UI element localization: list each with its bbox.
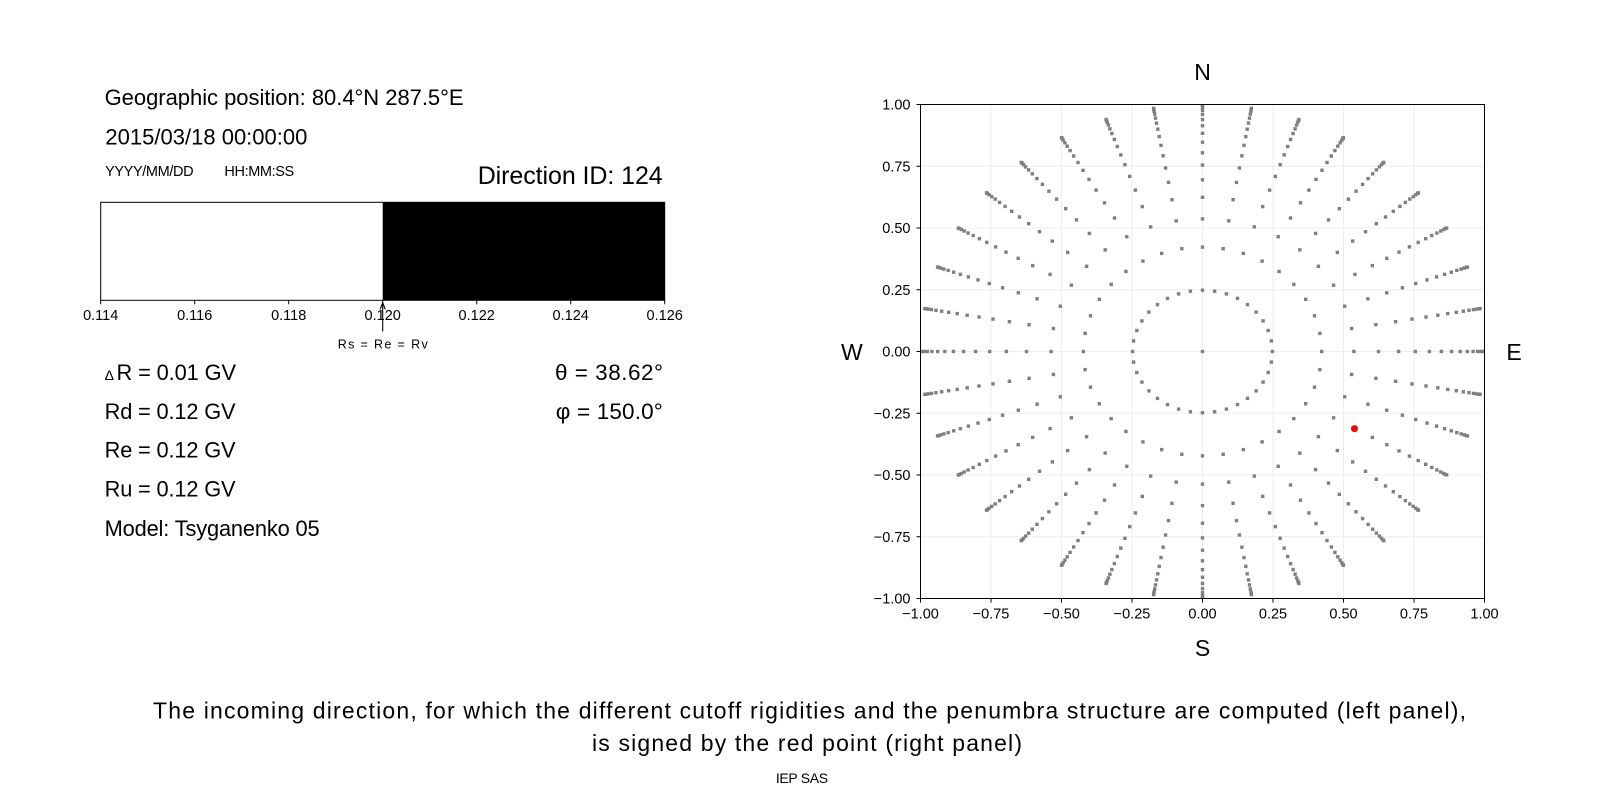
svg-text:S: S bbox=[1195, 635, 1210, 661]
svg-text:−1.00: −1.00 bbox=[874, 592, 911, 608]
svg-text:0.122: 0.122 bbox=[459, 308, 495, 324]
svg-text:Geographic position: 80.4°N 28: Geographic position: 80.4°N 287.5°E bbox=[105, 85, 464, 110]
svg-text:Direction ID: 124: Direction ID: 124 bbox=[478, 162, 663, 190]
svg-text:0.118: 0.118 bbox=[271, 308, 306, 324]
svg-text:2015/03/18 00:00:00: 2015/03/18 00:00:00 bbox=[105, 125, 307, 150]
svg-text:−0.50: −0.50 bbox=[1043, 607, 1080, 623]
svg-text:0.25: 0.25 bbox=[1259, 607, 1287, 623]
svg-text:0.114: 0.114 bbox=[83, 308, 118, 324]
svg-text:−0.75: −0.75 bbox=[973, 607, 1010, 623]
svg-text:The incoming direction, for wh: The incoming direction, for which the di… bbox=[153, 698, 1466, 724]
svg-text:θ = 38.62°: θ = 38.62° bbox=[555, 360, 663, 385]
svg-text:Rd = 0.12 GV: Rd = 0.12 GV bbox=[105, 399, 236, 424]
svg-text:−0.75: −0.75 bbox=[874, 530, 911, 546]
svg-text:Δ: Δ bbox=[105, 367, 114, 383]
svg-text:0.75: 0.75 bbox=[882, 159, 910, 175]
svg-text:0.00: 0.00 bbox=[882, 345, 910, 361]
svg-text:HH:MM:SS: HH:MM:SS bbox=[224, 164, 294, 180]
svg-text:0.50: 0.50 bbox=[1329, 607, 1357, 623]
svg-text:−0.25: −0.25 bbox=[1114, 607, 1151, 623]
svg-text:1.00: 1.00 bbox=[882, 98, 910, 114]
svg-text:−0.50: −0.50 bbox=[874, 468, 911, 484]
svg-text:−1.00: −1.00 bbox=[902, 607, 939, 623]
svg-text:−0.25: −0.25 bbox=[874, 406, 911, 422]
svg-text:1.00: 1.00 bbox=[1470, 607, 1498, 623]
svg-text:0.00: 0.00 bbox=[1188, 607, 1216, 623]
svg-text:0.25: 0.25 bbox=[882, 283, 910, 299]
svg-text:0.75: 0.75 bbox=[1400, 607, 1428, 623]
svg-text:Ru = 0.12 GV: Ru = 0.12 GV bbox=[105, 476, 236, 501]
svg-text:IEP SAS: IEP SAS bbox=[776, 770, 828, 786]
svg-text:0.116: 0.116 bbox=[177, 308, 212, 324]
svg-text:Re = 0.12 GV: Re = 0.12 GV bbox=[105, 438, 236, 463]
svg-text:0.126: 0.126 bbox=[647, 308, 683, 324]
svg-text:W: W bbox=[841, 339, 863, 365]
svg-text:R = 0.01 GV: R = 0.01 GV bbox=[117, 360, 237, 385]
svg-text:0.124: 0.124 bbox=[553, 308, 589, 324]
svg-text:YYYY/MM/DD: YYYY/MM/DD bbox=[105, 164, 194, 180]
svg-text:Model: Tsyganenko 05: Model: Tsyganenko 05 bbox=[105, 516, 320, 541]
svg-text:E: E bbox=[1506, 339, 1521, 365]
svg-text:0.50: 0.50 bbox=[882, 221, 910, 237]
svg-text:N: N bbox=[1194, 59, 1211, 85]
svg-text:is signed by the red point (ri: is signed by the red point (right panel) bbox=[592, 730, 1022, 756]
svg-text:φ = 150.0°: φ = 150.0° bbox=[556, 399, 663, 424]
